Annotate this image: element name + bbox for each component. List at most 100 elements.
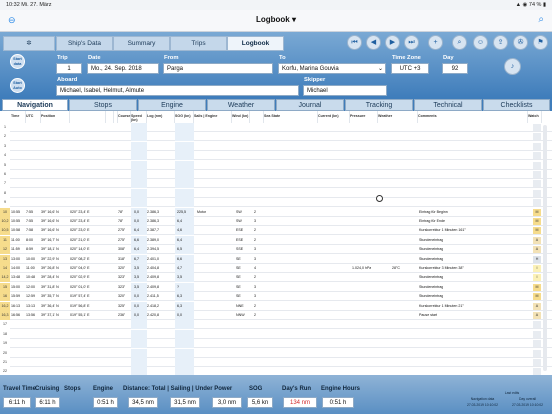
table-row[interactable]: 9 xyxy=(0,198,552,208)
table-row[interactable]: 11 11:00 8:00 39° 16,7' N 020° 21,0' E 275° 6,… xyxy=(0,235,552,245)
table-row[interactable]: 7 xyxy=(0,179,552,189)
tools-icon[interactable]: ✇ xyxy=(513,35,528,50)
watch-badge[interactable]: A xyxy=(533,302,541,310)
tab-stops[interactable]: Stops xyxy=(69,99,137,111)
table-row[interactable]: 16,2 16:13 13:13 39° 36,4' N 019° 56,8' E 325… xyxy=(0,301,552,311)
bell-icon[interactable]: ♪ xyxy=(504,58,521,75)
table-row[interactable]: 10 10:55 7:55 39° 16,6' N 020° 23,4' E 78° 0,0… xyxy=(0,207,552,217)
table-row[interactable]: 20 xyxy=(0,348,552,358)
add-icon[interactable]: + xyxy=(428,35,443,50)
to-field[interactable]: Korfu, Marina Gouvia ⌄ xyxy=(278,63,386,74)
watch-badge[interactable]: M xyxy=(533,293,541,301)
last-icon[interactable]: ⏭ xyxy=(404,35,419,50)
table-row[interactable]: 6 xyxy=(0,170,552,179)
watch-badge[interactable]: M xyxy=(533,218,541,225)
trip-field[interactable]: 1 xyxy=(56,63,82,74)
table-row[interactable]: 17 xyxy=(0,320,552,330)
next-icon[interactable]: ▶ xyxy=(385,35,400,50)
date-field[interactable]: Mo., 24. Sep. 2018 xyxy=(87,63,159,74)
watch-badge[interactable]: M xyxy=(533,208,541,216)
table-row[interactable]: 1 xyxy=(0,123,552,132)
page-title[interactable]: Logbook ▾ xyxy=(255,15,296,24)
table-row[interactable]: 16 15:59 12:59 39° 35,7' N 019° 57,4' E 320° 0… xyxy=(0,292,552,302)
table-row[interactable]: 22 xyxy=(0,367,552,375)
table-row[interactable]: 2 xyxy=(0,132,552,142)
previous-icon[interactable]: ◀ xyxy=(366,35,381,50)
start-auto-button[interactable]: Start Auto xyxy=(10,78,25,93)
search-icon[interactable]: ⌕ xyxy=(538,14,544,25)
tab-weather[interactable]: Weather xyxy=(207,99,275,111)
tab-technical[interactable]: Technical xyxy=(414,99,482,111)
table-row[interactable]: 19 xyxy=(0,339,552,349)
export-icon[interactable]: ⇪ xyxy=(493,35,508,50)
cell-g: 6,4 xyxy=(177,219,182,223)
cell-g: 6,3 xyxy=(177,303,182,308)
watch-badge[interactable]: A xyxy=(533,236,541,244)
table-row[interactable]: 12 11:59 8:59 39° 18,1' N 020° 14,0' E 308° 6,… xyxy=(0,245,552,255)
tab-logbook[interactable]: Logbook xyxy=(227,36,284,51)
skipper-field[interactable]: Michael xyxy=(303,85,387,96)
table-row[interactable]: 10,5 10:58 7:58 39° 16,6' N 020° 23,0' E 275°… xyxy=(0,226,552,236)
watch-badge[interactable] xyxy=(533,199,541,207)
first-icon[interactable]: ⏮ xyxy=(347,35,362,50)
watch-badge[interactable] xyxy=(533,189,541,197)
aboard-field[interactable]: Michael, Isabel, Helmut, Almute xyxy=(56,85,299,96)
tab-engine[interactable]: Engine xyxy=(138,99,206,111)
table-row[interactable]: 15 15:00 12:00 39° 31,8' N 020° 01,0' E 323° 3… xyxy=(0,282,552,292)
table-row[interactable]: 14 14:00 11:00 39° 26,8' N 020° 04,0' E 320° 3… xyxy=(0,264,552,273)
watch-badge[interactable] xyxy=(533,368,541,375)
start-data-button[interactable]: Start data xyxy=(10,54,25,69)
scrollbar[interactable] xyxy=(543,125,547,371)
watch-badge[interactable] xyxy=(533,340,541,348)
table-row[interactable]: 8 xyxy=(0,188,552,198)
row-number: 15 xyxy=(0,282,10,292)
table-row[interactable]: 18 xyxy=(0,329,552,339)
watch-badge[interactable]: A xyxy=(533,312,541,319)
watch-badge[interactable] xyxy=(533,142,541,150)
table-row[interactable]: 14,2 13:48 10:48 39° 28,4' N 020° 02,9' E 323… xyxy=(0,273,552,283)
watch-badge[interactable] xyxy=(533,180,541,188)
table-row[interactable]: 5 xyxy=(0,160,552,170)
watch-badge[interactable] xyxy=(533,171,541,178)
watch-badge[interactable]: I xyxy=(533,274,541,282)
tab-navigation[interactable]: Navigation xyxy=(2,99,68,111)
watch-badge[interactable]: M xyxy=(533,227,541,235)
watch-badge[interactable]: A xyxy=(533,246,541,254)
tab-summary[interactable]: Summary xyxy=(113,36,170,51)
watch-badge[interactable]: H xyxy=(533,255,541,263)
watch-badge[interactable] xyxy=(533,133,541,141)
chevron-down-icon[interactable]: ⌄ xyxy=(377,66,383,72)
flag-icon[interactable]: ⚑ xyxy=(533,35,548,50)
watch-badge[interactable] xyxy=(533,321,541,329)
column-header: Sails | Engine xyxy=(194,111,232,123)
tab-tracking[interactable]: Tracking xyxy=(345,99,413,111)
tab-journal[interactable]: Journal xyxy=(276,99,344,111)
watch-badge[interactable] xyxy=(533,330,541,338)
watch-badge[interactable] xyxy=(533,349,541,357)
table-row[interactable]: 3 xyxy=(0,141,552,151)
watch-badge[interactable]: M xyxy=(533,283,541,291)
watch-badge[interactable] xyxy=(533,161,541,169)
zoom-icon[interactable]: ⌕ xyxy=(452,35,467,50)
tab-ships-data[interactable]: Ship's Data xyxy=(56,36,113,51)
cell-g: 0,0 xyxy=(177,313,182,317)
tab-trips[interactable]: Trips xyxy=(170,36,227,51)
tab-settings[interactable]: ✲ xyxy=(3,36,55,51)
watch-badge[interactable] xyxy=(533,124,541,131)
back-chevron-icon[interactable]: ⊖ xyxy=(8,15,16,25)
tab-checklists[interactable]: Checklists xyxy=(483,99,550,111)
watch-badge[interactable] xyxy=(533,152,541,160)
table-row[interactable]: 10,2 10:55 7:55 39° 16,6' N 020° 23,4' E 78° 0… xyxy=(0,217,552,226)
row-number: 10,2 xyxy=(0,217,10,226)
person-icon[interactable]: ☺ xyxy=(473,35,488,50)
timezone-field[interactable]: UTC +3 xyxy=(391,63,429,74)
from-field[interactable]: Parga xyxy=(163,63,273,74)
sog-label: SOG xyxy=(249,386,263,392)
table-row[interactable]: 16,3 16:56 13:56 39° 37,1' N 019° 55,1' E 236… xyxy=(0,311,552,320)
day-field[interactable]: 92 xyxy=(442,63,468,74)
table-row[interactable]: 21 xyxy=(0,358,552,367)
watch-badge[interactable]: I xyxy=(533,265,541,272)
table-row[interactable]: 13 13:00 10:00 39° 22,9' N 020° 08,2' E 318° 6… xyxy=(0,254,552,264)
watch-badge[interactable] xyxy=(533,359,541,366)
table-row[interactable]: 4 xyxy=(0,151,552,161)
